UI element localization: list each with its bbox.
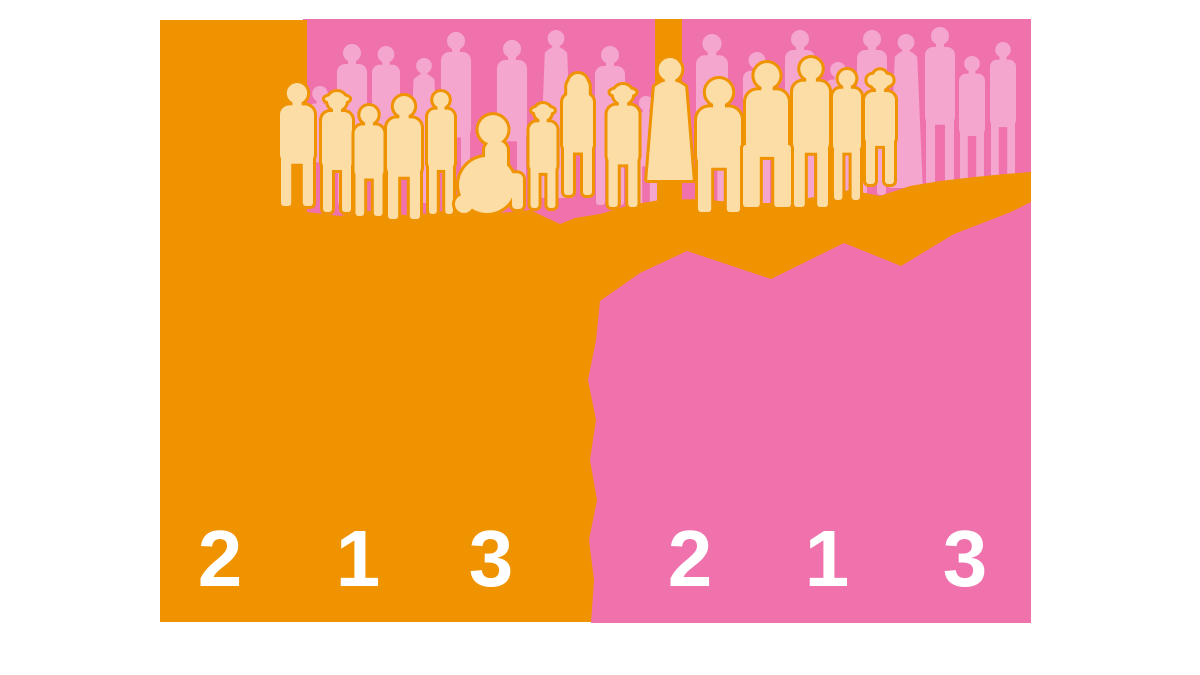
orange-block-digit-2: 2 xyxy=(197,514,243,603)
pink-block-digit-1: 1 xyxy=(804,514,850,603)
orange-block xyxy=(160,20,1031,622)
pink-block-digit-3: 3 xyxy=(942,514,988,603)
person-silhouette xyxy=(560,71,596,199)
background-person-silhouette xyxy=(889,34,923,188)
background-person-silhouette xyxy=(959,56,985,182)
person-silhouette xyxy=(277,80,317,210)
background-person-silhouette xyxy=(990,42,1016,178)
person-silhouette xyxy=(351,103,387,219)
person-silhouette xyxy=(830,67,864,203)
wheelchair-person-silhouette xyxy=(452,112,526,216)
orange-block-digit-1: 1 xyxy=(335,514,381,603)
person-silhouette xyxy=(862,67,898,187)
person-silhouette xyxy=(790,55,832,210)
pink-block-digit-2: 2 xyxy=(667,514,713,603)
person-silhouette xyxy=(644,55,696,183)
background-person-silhouette xyxy=(925,27,955,185)
pink-block xyxy=(588,202,1031,623)
person-silhouette xyxy=(384,93,424,223)
foreground-crowd xyxy=(277,55,898,223)
person-silhouette xyxy=(740,60,795,211)
person-silhouette xyxy=(526,101,560,211)
orange-block-digit-3: 3 xyxy=(468,514,514,603)
person-silhouette xyxy=(694,76,744,216)
person-silhouette xyxy=(319,89,355,215)
person-silhouette xyxy=(604,82,642,211)
person-silhouette xyxy=(425,89,457,217)
